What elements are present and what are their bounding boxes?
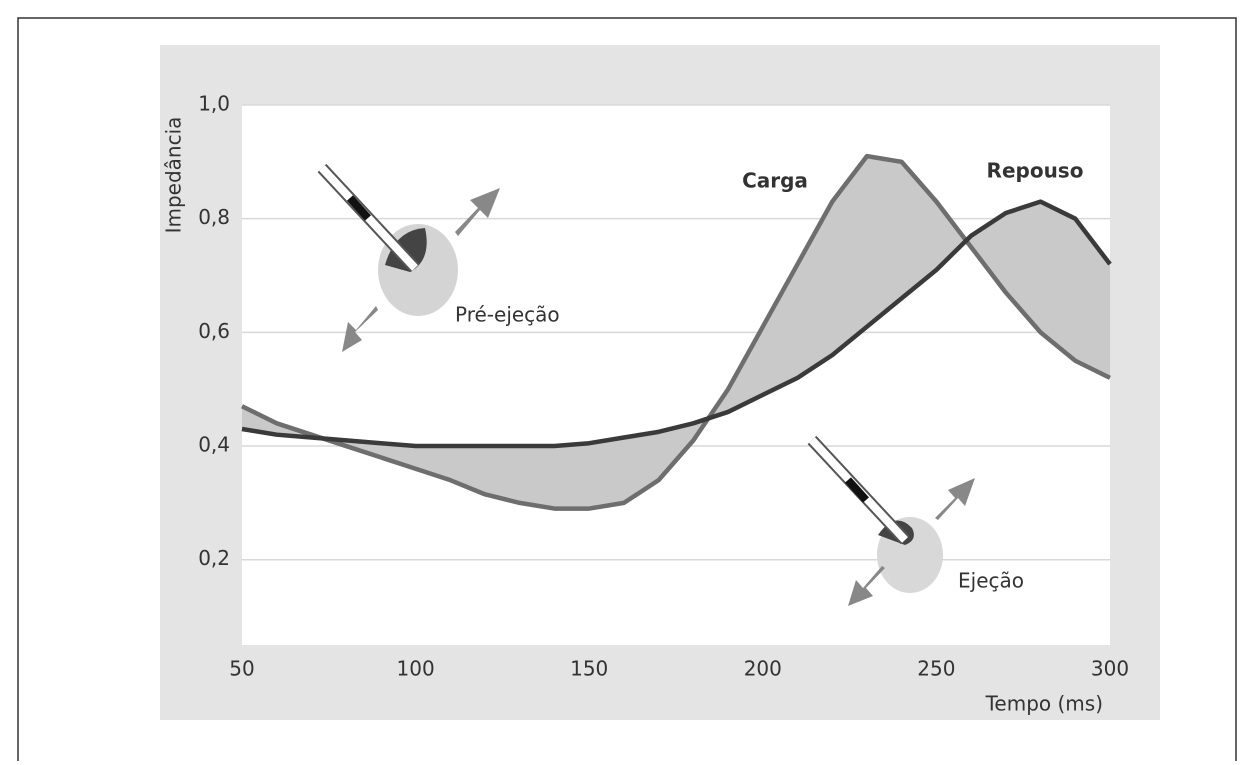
annotation: Pré-ejeção (455, 303, 560, 327)
x-tick-label: 50 (229, 657, 254, 681)
x-tick-label: 100 (397, 657, 435, 681)
x-axis-label: Tempo (ms) (985, 692, 1103, 716)
y-tick-label: 1,0 (198, 92, 230, 116)
y-tick-label: 0,8 (198, 205, 230, 229)
series-label: Repouso (987, 159, 1084, 183)
y-tick-label: 0,4 (198, 433, 230, 457)
x-tick-label: 250 (917, 657, 955, 681)
x-tick-label: 300 (1091, 657, 1129, 681)
y-axis-label: Impedância (162, 117, 186, 234)
x-tick-label: 200 (744, 657, 782, 681)
annotation: Ejeção (958, 569, 1024, 593)
x-tick-label: 150 (570, 657, 608, 681)
plot-area (242, 105, 1110, 645)
series-label: Carga (742, 169, 808, 193)
chart: Impedância Tempo (ms) Pré-ejeção Ejeção … (0, 0, 1254, 761)
y-tick-label: 0,6 (198, 319, 230, 343)
y-tick-label: 0,2 (198, 546, 230, 570)
